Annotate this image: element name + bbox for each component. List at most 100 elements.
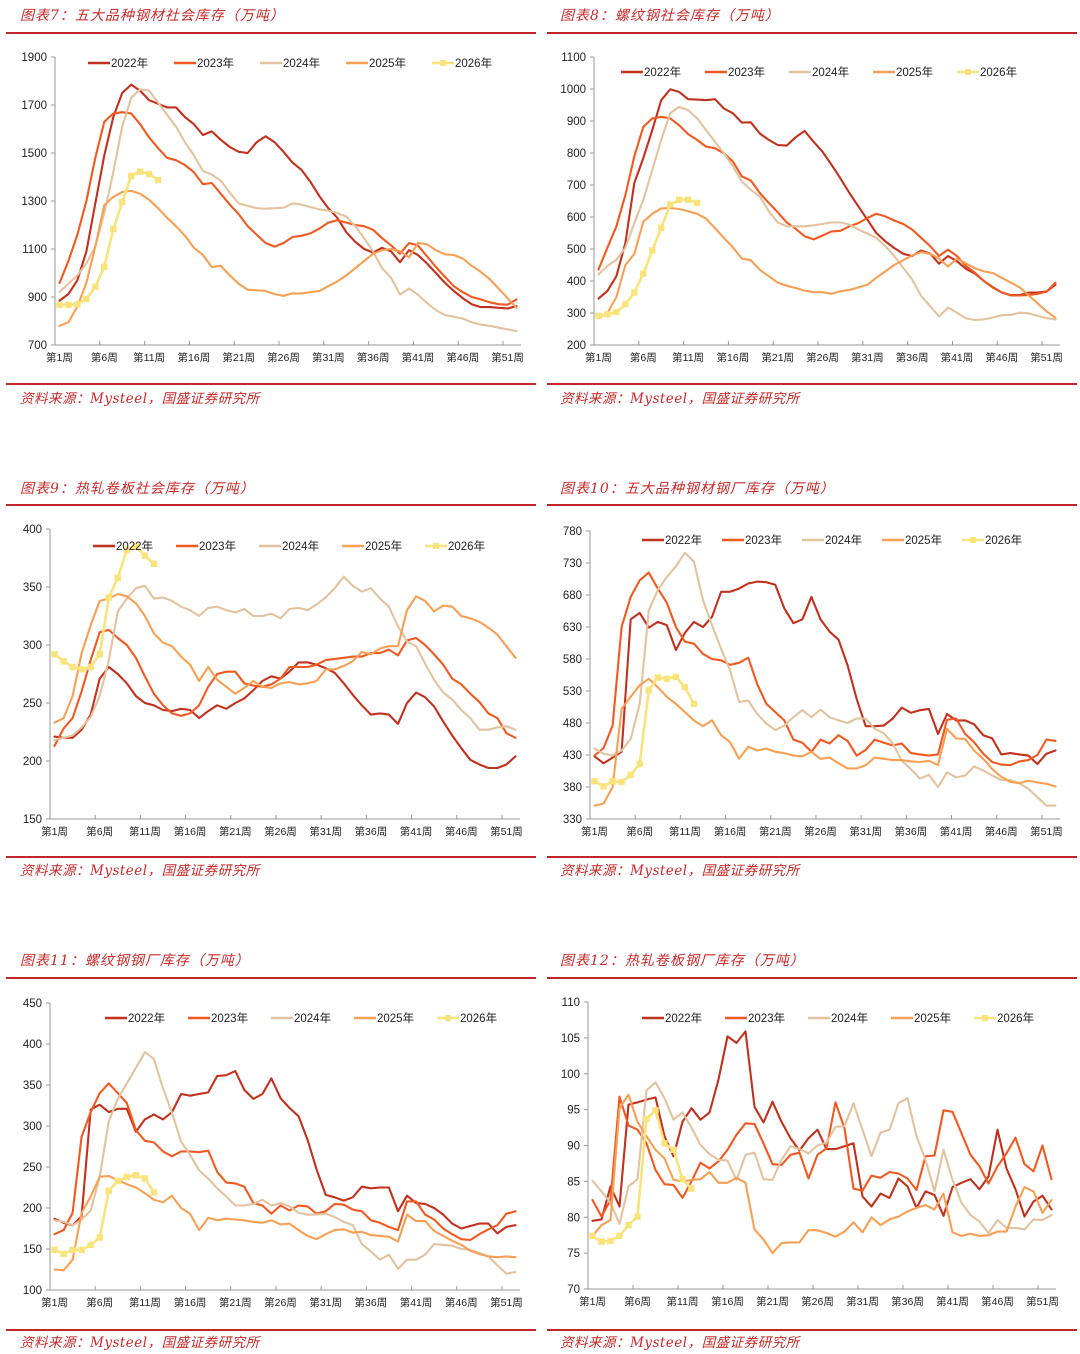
data-point-2026 [141, 552, 149, 559]
source-rule [6, 1329, 536, 1331]
x-tick-label: 第31周 [851, 351, 884, 364]
data-point-2026 [78, 1246, 85, 1254]
legend-item-2022: 2022年 [93, 539, 153, 553]
legend-item-2023: 2023年 [705, 65, 765, 79]
data-point-2026 [114, 574, 121, 581]
series-line-2024 [58, 88, 518, 333]
x-tick-label: 第26周 [801, 1295, 834, 1308]
x-tick-label: 第31周 [312, 351, 345, 364]
legend-label: 2025年 [905, 533, 942, 547]
y-tick-label: 330 [563, 814, 582, 826]
y-tick-label: 480 [563, 718, 582, 730]
data-point-2026 [645, 687, 652, 694]
data-point-2026 [96, 1234, 103, 1241]
y-tick-label: 400 [23, 524, 42, 536]
y-tick-label: 1000 [560, 84, 586, 96]
data-point-2026 [150, 560, 158, 567]
legend-label: 2026年 [997, 1011, 1034, 1025]
x-tick-label: 第16周 [711, 1295, 744, 1308]
title-rule [6, 504, 536, 506]
x-tick-label: 第11周 [672, 351, 704, 364]
legend-item-2024: 2024年 [808, 1011, 868, 1025]
y-tick-label: 730 [563, 558, 582, 570]
series-line-2025 [591, 1093, 1053, 1255]
series-line-2024 [53, 575, 517, 742]
source-note: 资料来源：Mysteel，国盛证券研究所 [560, 391, 800, 407]
y-tick-label: 900 [28, 292, 47, 304]
y-tick-label: 110 [562, 997, 580, 1009]
data-point-2026 [83, 295, 90, 303]
data-point-2026 [607, 1237, 614, 1245]
x-tick-label: 第51周 [491, 351, 524, 364]
x-tick-label: 第41周 [402, 351, 435, 364]
y-tick-label: 600 [567, 212, 586, 224]
data-point-2026 [616, 1232, 623, 1240]
series-line-2024 [597, 105, 1057, 322]
y-tick-label: 350 [23, 1080, 42, 1092]
data-point-2026 [618, 778, 625, 786]
data-point-2026 [87, 1241, 94, 1249]
legend-label: 2025年 [365, 539, 402, 553]
y-tick-label: 75 [567, 1248, 580, 1260]
y-tick-label: 780 [563, 526, 582, 538]
series-line-2024 [593, 551, 1057, 807]
y-tick-label: 1100 [22, 244, 47, 256]
y-tick-label: 300 [23, 640, 42, 652]
legend-marker [982, 1015, 988, 1021]
legend-label: 2026年 [460, 1011, 497, 1025]
data-point-2026 [119, 198, 126, 206]
legend-item-2023: 2023年 [725, 1011, 785, 1025]
source-note: 资料来源：Mysteel，国盛证券研究所 [20, 391, 260, 407]
legend-item-2026: 2026年 [957, 65, 1017, 79]
series-line-2024 [591, 1081, 1053, 1235]
title-rule [547, 977, 1077, 979]
y-tick-label: 200 [23, 756, 42, 768]
source-note: 资料来源：Mysteel，国盛证券研究所 [20, 1335, 260, 1351]
data-point-2026 [60, 1250, 67, 1258]
chart-hrc-social-inventory: 150 200 250 300 350 400 第1周 第6周 第11周 第16周 第21周 第26周… [23, 524, 523, 838]
series-line-2022 [53, 661, 517, 770]
source-rule [547, 856, 1077, 858]
x-tick-label: 第31周 [309, 825, 342, 838]
x-tick-label: 第36周 [355, 1296, 388, 1309]
y-tick-label: 100 [23, 1285, 42, 1297]
source-note: 资料来源：Mysteel，国盛证券研究所 [560, 863, 800, 879]
data-point-2026 [591, 778, 598, 785]
chart-title: 图表11：螺纹钢钢厂库存（万吨） [20, 953, 250, 969]
legend-item-2022: 2022年 [88, 56, 148, 70]
series-line-2023 [591, 1095, 1053, 1218]
legend-item-2023: 2023年 [176, 539, 236, 553]
legend-item-2022: 2022年 [642, 533, 702, 547]
x-tick-label: 第16周 [174, 1296, 207, 1309]
x-tick-label: 第46周 [445, 1296, 478, 1309]
y-tick-label: 700 [28, 340, 47, 352]
source-rule [547, 383, 1077, 385]
y-tick-label: 700 [567, 180, 586, 192]
y-tick-label: 85 [567, 1176, 580, 1188]
title-rule [547, 32, 1077, 34]
series-line-2025 [593, 677, 1057, 807]
x-tick-label: 第41周 [941, 351, 974, 364]
y-tick-label: 900 [567, 116, 586, 128]
x-tick-label: 第21周 [761, 351, 794, 364]
data-point-2026 [609, 778, 616, 785]
x-tick-label: 第16周 [714, 825, 747, 838]
data-point-2026 [132, 1172, 140, 1179]
legend-item-2025: 2025年 [346, 56, 406, 70]
x-tick-label: 第51周 [1030, 825, 1063, 838]
y-tick-label: 80 [567, 1212, 580, 1224]
data-point-2026 [693, 199, 701, 207]
legend-item-2024: 2024年 [260, 56, 320, 70]
source-rule [6, 383, 536, 385]
data-point-2026 [681, 683, 689, 691]
series-line-2025 [53, 1174, 517, 1272]
x-tick-label: 第41周 [400, 825, 433, 838]
legend-item-2025: 2025年 [354, 1011, 414, 1025]
x-tick-label: 第46周 [445, 825, 478, 838]
legend-label: 2025年 [369, 56, 406, 70]
x-tick-label: 第51周 [1026, 1295, 1059, 1308]
y-tick-label: 300 [567, 308, 586, 320]
x-tick-label: 第41周 [936, 1295, 969, 1308]
data-point-2026 [69, 663, 76, 671]
data-point-2026 [74, 301, 81, 308]
